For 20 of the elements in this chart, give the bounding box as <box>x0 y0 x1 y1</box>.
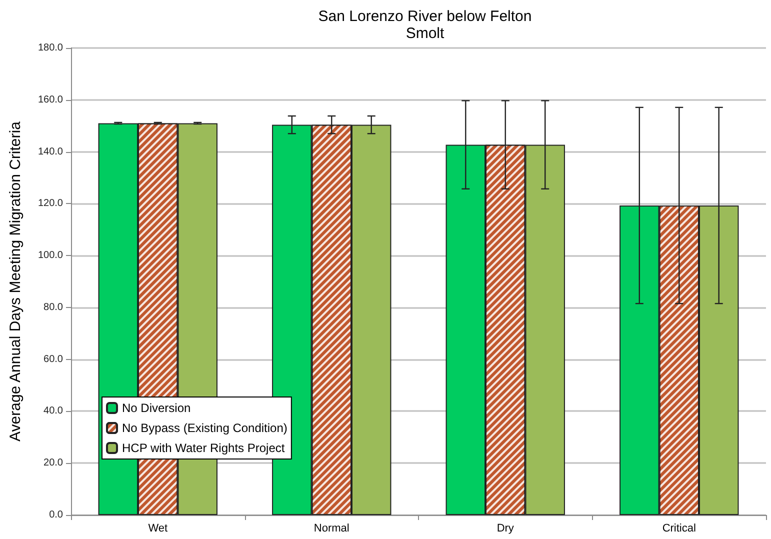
x-tick-label: Wet <box>148 522 168 534</box>
y-tick-label: 0.0 <box>49 510 64 520</box>
y-tick-label: 20.0 <box>44 458 64 469</box>
x-tick-label: Critical <box>662 522 696 534</box>
x-tick-label: Normal <box>314 522 350 534</box>
y-tick-label: 80.0 <box>44 302 64 313</box>
y-tick-label: 40.0 <box>44 406 64 417</box>
chart-title: San Lorenzo River below Felton <box>318 8 532 25</box>
x-tick-label: Dry <box>496 522 514 534</box>
legend-label: No Diversion <box>122 401 191 415</box>
legend-label: HCP with Water Rights Project <box>122 441 286 455</box>
y-tick-label: 160.0 <box>38 94 64 106</box>
legend-label: No Bypass (Existing Condition) <box>122 421 288 435</box>
y-tick-label: 180.0 <box>38 42 64 54</box>
y-axis-title: Average Annual Days Meeting Migration Criteria <box>7 120 24 442</box>
chart-subtitle: Smolt <box>406 25 446 42</box>
y-tick-label: 100.0 <box>38 250 64 262</box>
y-tick-label: 120.0 <box>38 198 64 210</box>
y-tick-label: 140.0 <box>38 146 64 158</box>
y-tick-label: 60.0 <box>44 354 64 365</box>
